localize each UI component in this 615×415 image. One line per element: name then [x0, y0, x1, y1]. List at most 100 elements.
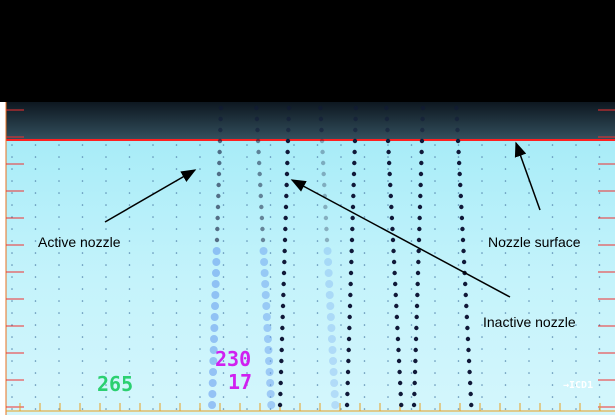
guide-dot [458, 144, 460, 146]
guide-dot [58, 372, 60, 374]
guide-dot [82, 252, 84, 254]
guide-dot [293, 228, 295, 230]
guide-dot [575, 156, 577, 158]
osd-label: →ICD1 [563, 380, 593, 391]
droplet [419, 150, 423, 154]
droplet [390, 216, 394, 220]
guide-dot [505, 348, 507, 350]
droplet [459, 205, 463, 209]
guide-dot [223, 300, 225, 302]
guide-dot [434, 324, 436, 326]
guide-dot [35, 372, 37, 374]
guide-dot [340, 312, 342, 314]
guide-dot [364, 264, 366, 266]
droplet [345, 392, 349, 396]
guide-dot [434, 216, 436, 218]
droplet [329, 357, 337, 365]
guide-dot [434, 408, 436, 410]
guide-dot [599, 252, 601, 254]
guide-dot [599, 348, 601, 350]
droplet [286, 139, 290, 143]
guide-dot [176, 300, 178, 302]
droplet [459, 194, 463, 198]
guide-dot [599, 204, 601, 206]
guide-dot [293, 192, 295, 194]
guide-dot [199, 144, 201, 146]
droplet [396, 337, 400, 341]
guide-dot [340, 276, 342, 278]
guide-dot [458, 240, 460, 242]
guide-dot [575, 288, 577, 290]
droplet [284, 183, 288, 187]
guide-dot [293, 324, 295, 326]
guide-dot [599, 288, 601, 290]
guide-dot [528, 384, 530, 386]
droplet [396, 348, 400, 352]
droplet [346, 359, 350, 363]
guide-dot [35, 288, 37, 290]
guide-dot [340, 336, 342, 338]
droplet [260, 258, 268, 266]
droplet [328, 335, 336, 343]
guide-dot [505, 360, 507, 362]
droplet [285, 161, 289, 165]
guide-dot [199, 336, 201, 338]
guide-dot [223, 228, 225, 230]
guide-dot [199, 276, 201, 278]
droplet [215, 238, 219, 242]
guide-dot [176, 408, 178, 410]
guide-dot [35, 144, 37, 146]
guide-dot [129, 396, 131, 398]
guide-dot [317, 372, 319, 374]
droplet [463, 282, 467, 286]
guide-dot [35, 300, 37, 302]
guide-dot [246, 144, 248, 146]
droplet [280, 348, 284, 352]
droplet [256, 150, 260, 154]
droplet [218, 128, 222, 132]
guide-dot [11, 276, 13, 278]
guide-dot [129, 324, 131, 326]
guide-dot [317, 216, 319, 218]
guide-dot [105, 360, 107, 362]
droplet [349, 260, 353, 264]
guide-dot [152, 228, 154, 230]
guide-dot [246, 408, 248, 410]
guide-dot [599, 240, 601, 242]
guide-dot [293, 264, 295, 266]
guide-dot [11, 156, 13, 158]
guide-dot [317, 168, 319, 170]
guide-dot [364, 336, 366, 338]
droplet [319, 117, 323, 121]
guide-dot [105, 288, 107, 290]
guide-dot [152, 216, 154, 218]
guide-dot [481, 396, 483, 398]
droplet [468, 381, 472, 385]
guide-dot [317, 252, 319, 254]
droplet [280, 326, 284, 330]
guide-dot [528, 228, 530, 230]
droplet [325, 269, 333, 277]
guide-dot [434, 180, 436, 182]
guide-dot [129, 408, 131, 410]
droplet [458, 172, 462, 176]
guide-dot [458, 252, 460, 254]
guide-dot [223, 372, 225, 374]
guide-dot [105, 348, 107, 350]
guide-dot [35, 348, 37, 350]
guide-dot [387, 228, 389, 230]
guide-dot [129, 216, 131, 218]
droplet [413, 359, 417, 363]
guide-dot [575, 180, 577, 182]
guide-dot [11, 300, 13, 302]
guide-dot [364, 228, 366, 230]
guide-dot [82, 336, 84, 338]
guide-dot [317, 300, 319, 302]
guide-dot [434, 252, 436, 254]
guide-dot [340, 360, 342, 362]
guide-dot [270, 168, 272, 170]
guide-dot [528, 408, 530, 410]
droplet [285, 172, 289, 176]
droplet [416, 260, 420, 264]
guide-dot [505, 168, 507, 170]
